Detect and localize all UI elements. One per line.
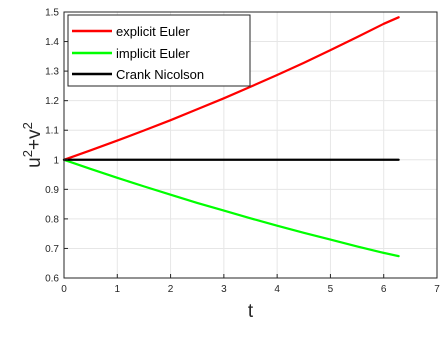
x-axis-label: t: [248, 301, 254, 322]
y-axis-label: u2+v2: [20, 122, 45, 168]
y-tick-label: 1: [53, 155, 59, 166]
legend-label-crank-nicolson: Crank Nicolson: [116, 67, 204, 82]
y-tick-label: 1.2: [45, 96, 59, 107]
y-tick-label: 0.8: [45, 214, 59, 225]
legend-label-implicit-euler: implicit Euler: [116, 46, 190, 61]
y-tick-label: 1.4: [45, 37, 59, 48]
y-tick-label: 0.6: [45, 274, 59, 285]
y-tick-label: 0.7: [45, 244, 59, 255]
plot-frame: [63, 11, 438, 279]
y-tick-label: 0.9: [45, 185, 59, 196]
y-axis-label-base: u: [24, 157, 45, 168]
y-tick-label: 1.1: [45, 126, 59, 137]
x-tick-label: 5: [328, 284, 334, 295]
svg-text:u2+v2: u2+v2: [20, 122, 45, 168]
x-tick-label: 7: [434, 284, 440, 295]
x-tick-label: 6: [381, 284, 387, 295]
x-tick-label: 2: [168, 284, 174, 295]
series-line-explicit-euler: [62, 16, 400, 161]
x-tick-label: 4: [274, 284, 280, 295]
y-axis-label-exponent-1: 2: [20, 150, 35, 157]
y-tick-label: 1.3: [45, 67, 59, 78]
y-tick-label: 1.5: [45, 8, 59, 19]
y-axis-label-plus-v: +v: [24, 129, 45, 150]
legend: explicit Euler implicit Euler Crank Nico…: [67, 14, 251, 87]
series-lines: [62, 16, 400, 258]
axis-ticks: 0 1 2 3 4 5 6 7 0.6 0.7 0.8 0.9 1 1.1 1.2 1.3 1.4 1.5: [45, 8, 440, 296]
series-line-implicit-euler: [62, 158, 400, 258]
x-tick-label: 1: [115, 284, 121, 295]
x-tick-label: 3: [221, 284, 227, 295]
y-axis-label-exponent-2: 2: [20, 122, 35, 129]
x-tick-label: 0: [61, 284, 67, 295]
legend-label-explicit-euler: explicit Euler: [116, 24, 190, 39]
